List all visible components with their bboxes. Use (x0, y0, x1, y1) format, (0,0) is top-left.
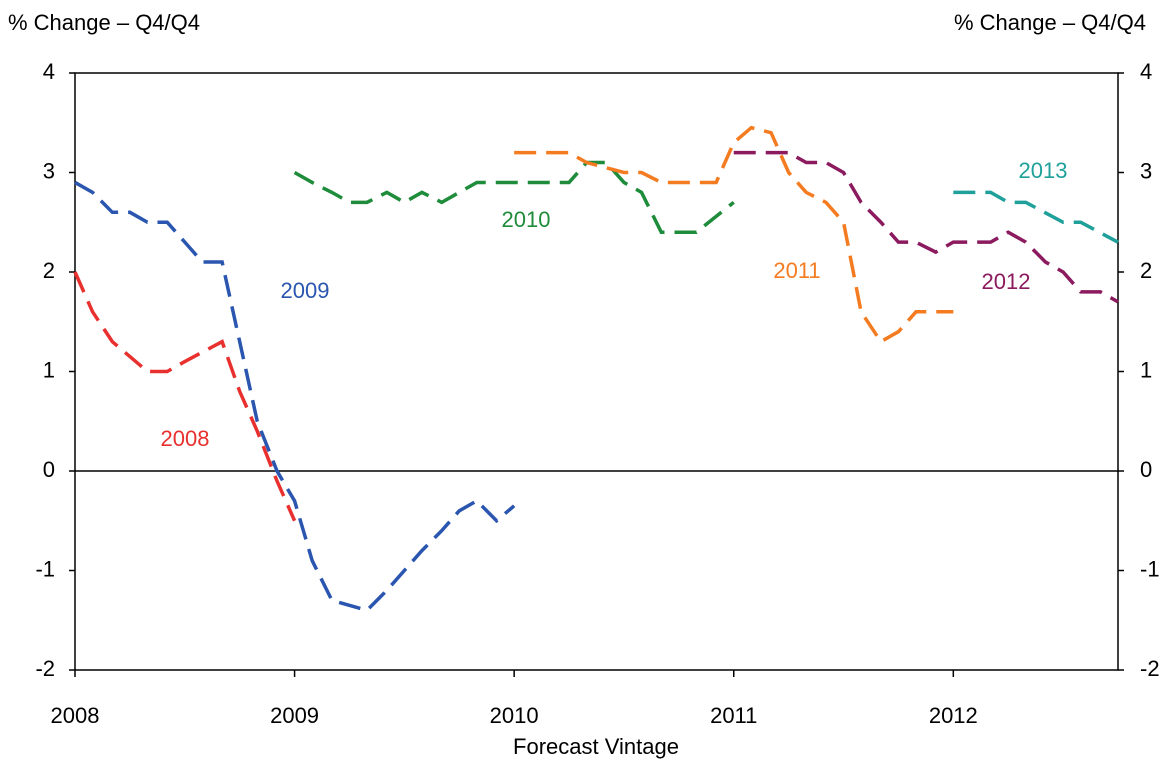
series-line (953, 190, 1119, 244)
x-tick-label: 2010 (490, 703, 539, 728)
y2-tick-label: 3 (1140, 158, 1152, 183)
series-label: 2013 (1019, 158, 1068, 183)
series-line (74, 180, 516, 613)
x-tick-label: 2009 (270, 703, 319, 728)
y-tick-label: 4 (43, 59, 55, 84)
y2-tick-label: 0 (1140, 457, 1152, 482)
series-label: 2010 (502, 207, 551, 232)
series-label: 2009 (281, 278, 330, 303)
y2-tick-label: 1 (1140, 357, 1152, 382)
x-tick-label: 2011 (710, 703, 757, 728)
y-tick-label: 0 (43, 457, 55, 482)
series-label: 2012 (982, 269, 1031, 294)
y-tick-label: -2 (35, 656, 55, 681)
y-tick-label: -1 (35, 556, 55, 581)
series-label: 2011 (773, 258, 820, 283)
y-tick-label: 1 (43, 357, 55, 382)
y-axis-title: % Change – Q4/Q4 (8, 10, 200, 35)
x-axis-title: Forecast Vintage (513, 734, 679, 759)
y-tick-label: 3 (43, 158, 55, 183)
y-tick-label: 2 (43, 258, 55, 283)
x-tick-label: 2012 (929, 703, 978, 728)
series-line (73, 271, 297, 522)
y2-tick-label: 2 (1140, 258, 1152, 283)
y2-axis-title: % Change – Q4/Q4 (954, 10, 1146, 35)
x-tick-label: 2008 (51, 703, 100, 728)
series-label: 2008 (161, 426, 210, 451)
y2-tick-label: -2 (1140, 656, 1160, 681)
series-line (733, 150, 1119, 304)
y2-tick-label: -1 (1140, 556, 1160, 581)
series-line (514, 125, 954, 344)
series-line (293, 160, 735, 234)
y2-tick-label: 4 (1140, 59, 1152, 84)
